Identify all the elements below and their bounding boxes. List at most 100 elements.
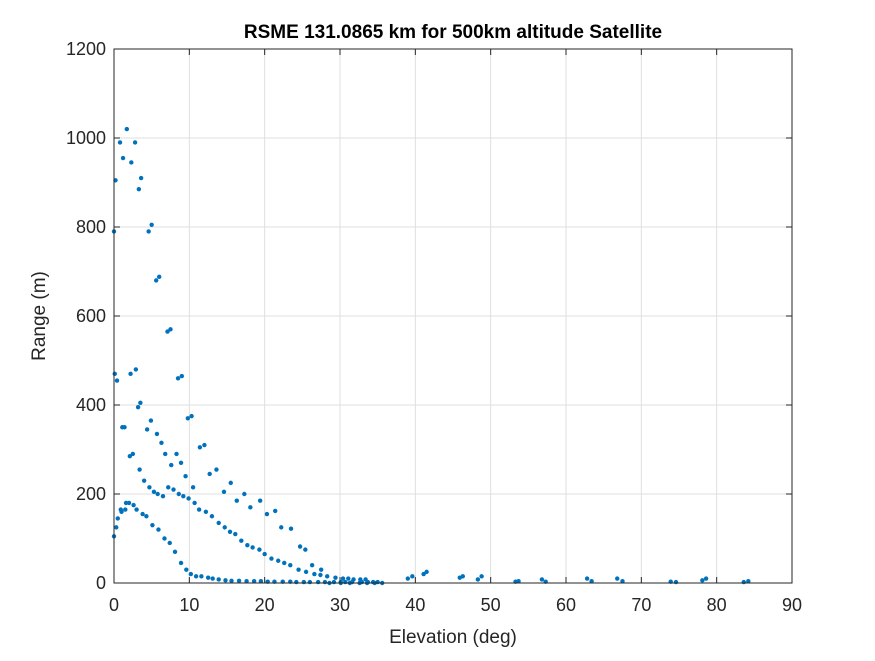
- scatter-point: [741, 579, 746, 585]
- scatter-point: [209, 514, 215, 519]
- scatter-point: [288, 526, 294, 531]
- scatter-point: [192, 500, 197, 506]
- scatter-point: [172, 549, 178, 555]
- scatter-point: [193, 574, 199, 579]
- x-tick-label: 30: [330, 595, 350, 615]
- scatter-point: [130, 451, 136, 457]
- scatter-point: [234, 498, 239, 503]
- scatter-point: [178, 460, 184, 466]
- scatter-point: [141, 478, 147, 483]
- scatter-point: [242, 491, 247, 497]
- scatter-point: [165, 329, 170, 334]
- scatter-point: [138, 175, 144, 181]
- scatter-point: [157, 274, 162, 280]
- scatter-point: [210, 576, 215, 581]
- scatter-point: [216, 520, 221, 526]
- x-tick-label: 50: [481, 595, 501, 615]
- scatter-point: [124, 126, 130, 132]
- y-tick-label: 0: [96, 573, 106, 593]
- scatter-point: [703, 576, 709, 581]
- scatter-point: [188, 571, 194, 577]
- scatter-point: [370, 579, 376, 585]
- scatter-point: [410, 574, 415, 579]
- scatter-point: [127, 453, 133, 459]
- scatter-point: [516, 579, 521, 584]
- scatter-point: [351, 577, 356, 582]
- scatter-point: [405, 576, 410, 581]
- scatter-point: [112, 371, 117, 377]
- scatter-point: [269, 556, 274, 561]
- scatter-point: [282, 560, 287, 566]
- scatter-point: [140, 511, 145, 517]
- scatter-point: [216, 577, 221, 582]
- scatter-point: [245, 542, 250, 548]
- scatter-point: [138, 400, 143, 405]
- scatter-point: [115, 516, 120, 521]
- scatter-point: [315, 579, 321, 585]
- scatter-point: [207, 471, 212, 477]
- scatter-point: [273, 508, 278, 514]
- y-tick-label: 600: [76, 306, 106, 326]
- scatter-point: [363, 577, 368, 582]
- scatter-point: [539, 577, 545, 582]
- x-tick-label: 10: [179, 595, 199, 615]
- scatter-point: [168, 327, 173, 332]
- scatter-point: [114, 525, 119, 530]
- scatter-point: [167, 540, 172, 546]
- scatter-point: [120, 155, 126, 161]
- scatter-point: [229, 578, 234, 583]
- scatter-point: [169, 462, 174, 468]
- scatter-point: [144, 514, 149, 519]
- scatter-point: [262, 551, 267, 557]
- scatter-point: [183, 474, 188, 479]
- scatter-point: [117, 140, 123, 145]
- scatter-point: [151, 489, 157, 494]
- scatter-point: [122, 425, 127, 430]
- x-axis-label: Elevation (deg): [389, 627, 517, 648]
- scatter-point: [223, 578, 228, 583]
- scatter-point: [203, 509, 209, 514]
- scatter-point: [171, 487, 176, 492]
- y-tick-label: 200: [76, 484, 106, 504]
- scatter-point: [331, 579, 337, 585]
- scatter-point: [134, 507, 139, 512]
- scatter-point: [155, 491, 160, 497]
- scatter-point: [137, 467, 142, 472]
- x-tick-label: 20: [255, 595, 275, 615]
- scatter-point: [375, 579, 380, 585]
- scatter-point: [221, 489, 227, 494]
- scatter-point: [258, 579, 264, 584]
- scatter-point: [322, 579, 328, 585]
- scatter-point: [346, 576, 351, 581]
- scatter-point: [128, 371, 133, 377]
- scatter-point: [460, 574, 465, 579]
- scatter-point: [163, 451, 168, 457]
- scatter-point: [199, 574, 204, 579]
- scatter-point: [584, 576, 590, 581]
- x-tick-label: 70: [631, 595, 651, 615]
- scatter-point: [144, 427, 150, 432]
- chart-title: RSME 131.0865 km for 500km altitude Sate…: [244, 22, 662, 43]
- scatter-point: [126, 500, 132, 506]
- scatter-point: [264, 511, 270, 517]
- scatter-point: [318, 567, 324, 572]
- scatter-point: [214, 467, 219, 472]
- scatter-point: [123, 500, 129, 506]
- scatter-point: [179, 373, 184, 379]
- scatter-point: [159, 440, 164, 446]
- scatter-point: [227, 529, 233, 535]
- scatter-point: [257, 498, 263, 503]
- scatter-point: [233, 531, 238, 537]
- scatter-point: [150, 522, 155, 528]
- scatter-point: [196, 507, 202, 512]
- scatter-point: [228, 480, 233, 486]
- scatter-point: [257, 547, 262, 552]
- scatter-point: [251, 579, 257, 584]
- scatter-point: [149, 222, 154, 227]
- scatter-point: [189, 413, 194, 419]
- x-tick-label: 80: [707, 595, 727, 615]
- scatter-point: [279, 525, 284, 530]
- scatter-point: [178, 560, 184, 566]
